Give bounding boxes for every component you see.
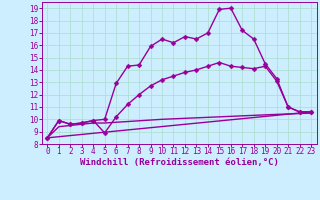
X-axis label: Windchill (Refroidissement éolien,°C): Windchill (Refroidissement éolien,°C): [80, 158, 279, 167]
